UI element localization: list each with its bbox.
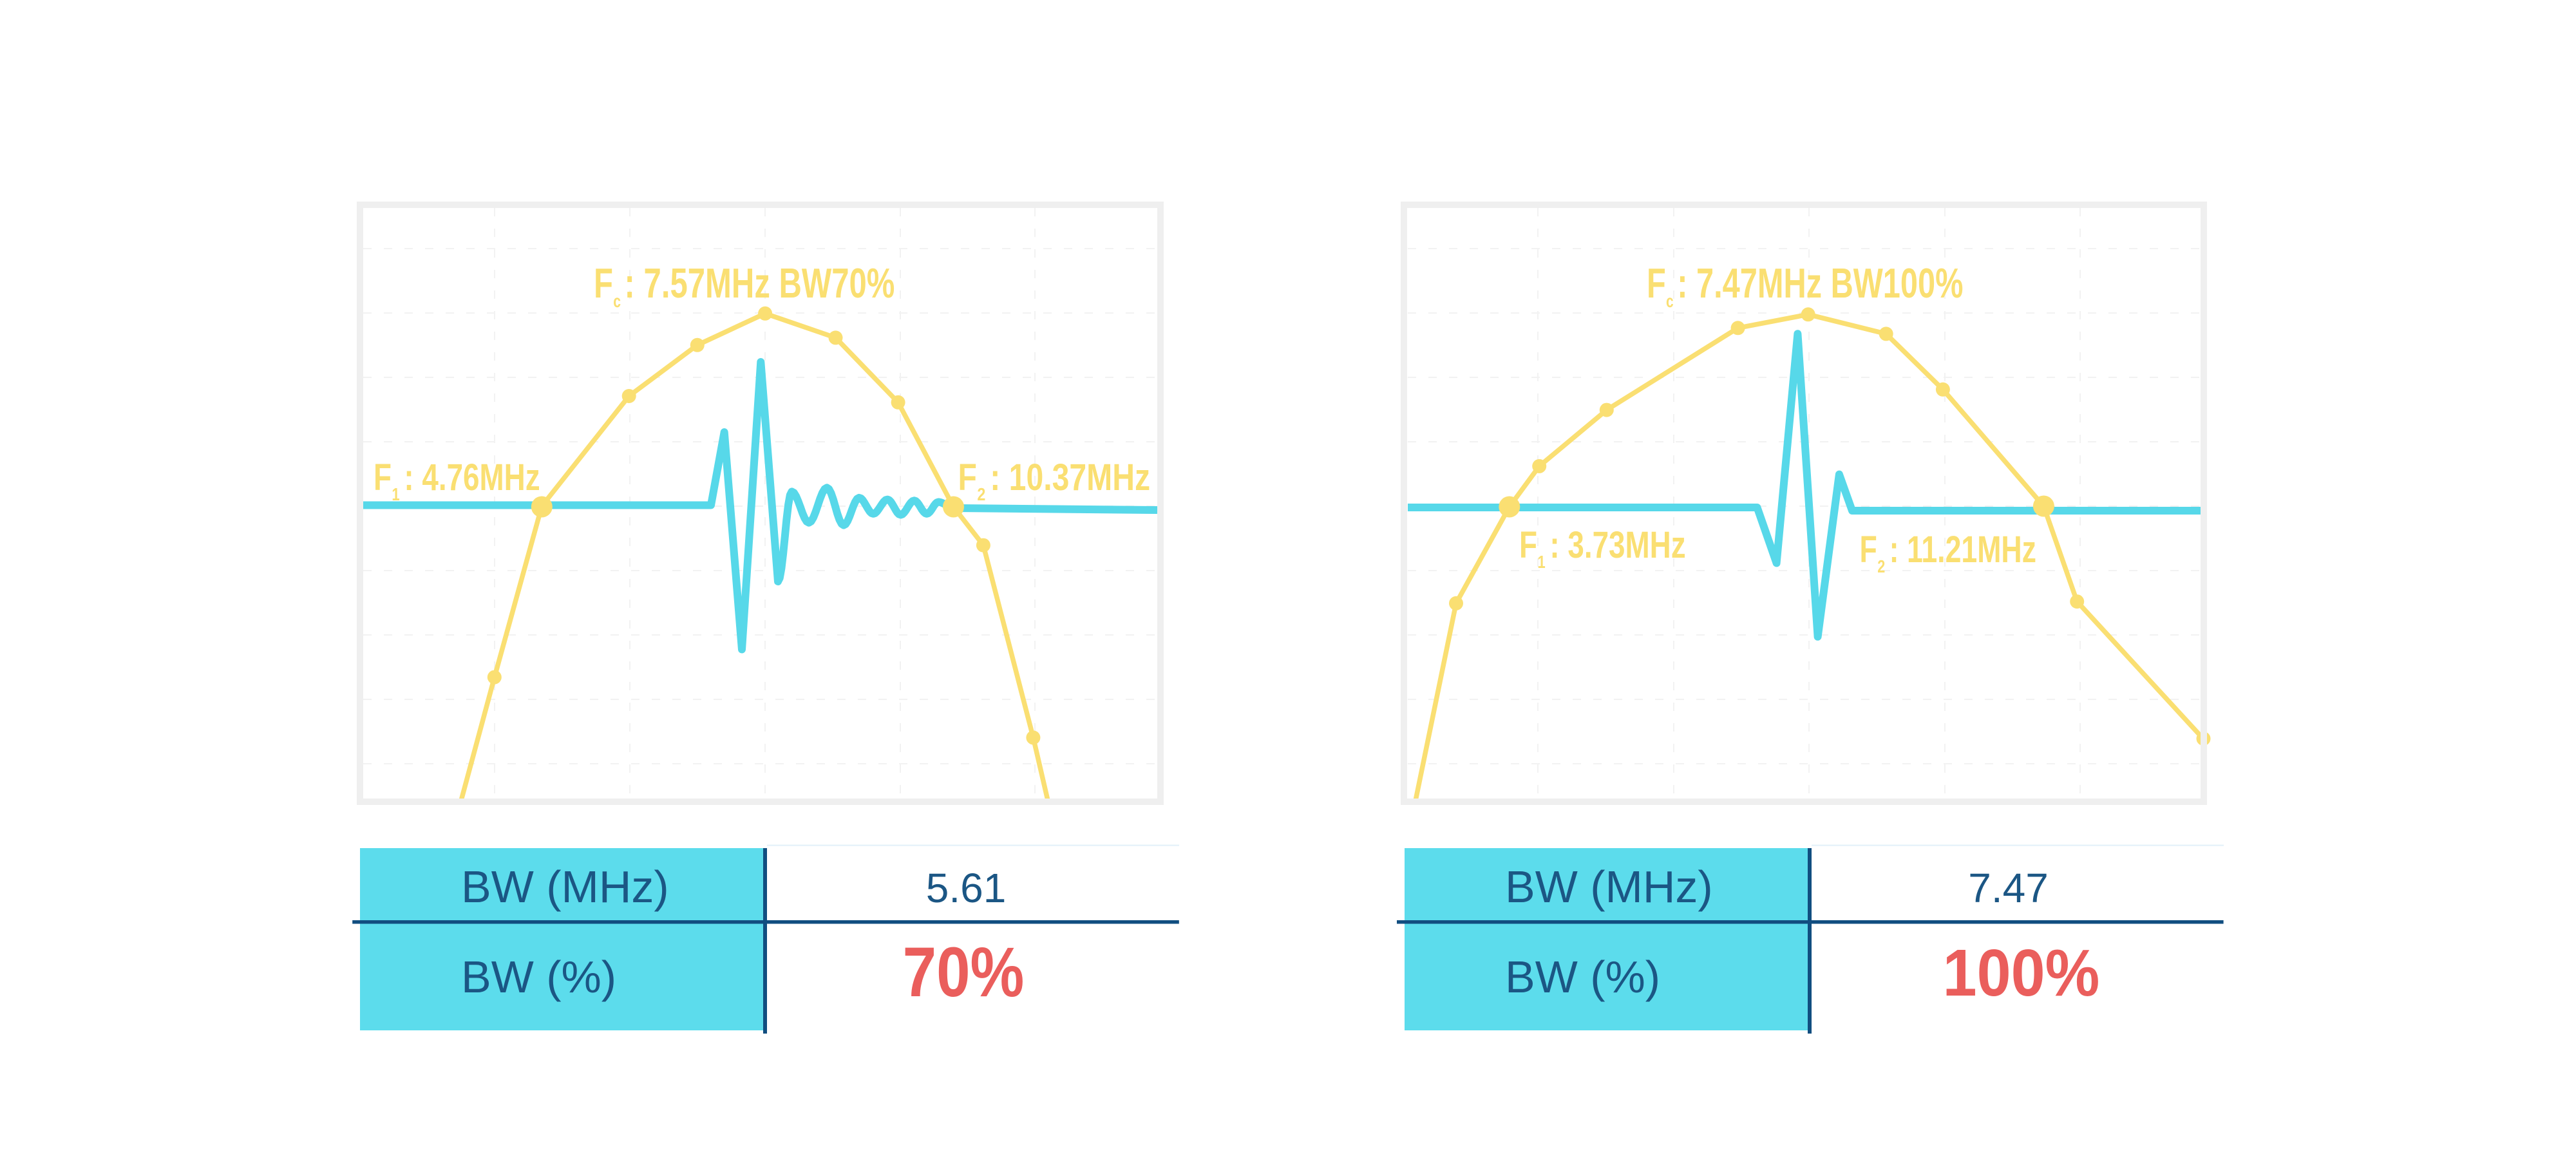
svg-text:BW (%): BW (%): [1505, 952, 1660, 1002]
svg-text:1: 1: [1537, 553, 1545, 572]
svg-text:F: F: [594, 260, 613, 307]
svg-text:7.47: 7.47: [1968, 865, 2049, 911]
svg-text:: 11.21MHz: : 11.21MHz: [1889, 528, 2036, 570]
svg-text:2: 2: [1877, 556, 1885, 576]
svg-text:: 7.57MHz BW70%: : 7.57MHz BW70%: [625, 260, 895, 307]
svg-text:F: F: [1519, 525, 1537, 566]
svg-text:: 7.47MHz BW100%: : 7.47MHz BW100%: [1677, 260, 1963, 307]
svg-text:c: c: [1666, 292, 1674, 312]
svg-text:100%: 100%: [1943, 936, 2100, 1010]
svg-text:F: F: [958, 457, 977, 498]
svg-text:BW (MHz): BW (MHz): [461, 862, 669, 912]
svg-text:BW (MHz): BW (MHz): [1505, 862, 1713, 912]
svg-text:F: F: [1647, 260, 1666, 307]
svg-text:5.61: 5.61: [926, 865, 1007, 911]
svg-text:F: F: [374, 457, 392, 498]
svg-text:BW (%): BW (%): [461, 952, 616, 1002]
svg-text:: 4.76MHz: : 4.76MHz: [404, 457, 540, 498]
svg-text:F: F: [1860, 528, 1877, 570]
svg-text:70%: 70%: [903, 932, 1025, 1011]
svg-text:2: 2: [977, 485, 985, 504]
svg-text:1: 1: [392, 485, 399, 505]
svg-text:: 10.37MHz: : 10.37MHz: [990, 457, 1150, 498]
svg-text:: 3.73MHz: : 3.73MHz: [1549, 525, 1685, 566]
svg-text:c: c: [613, 292, 621, 311]
